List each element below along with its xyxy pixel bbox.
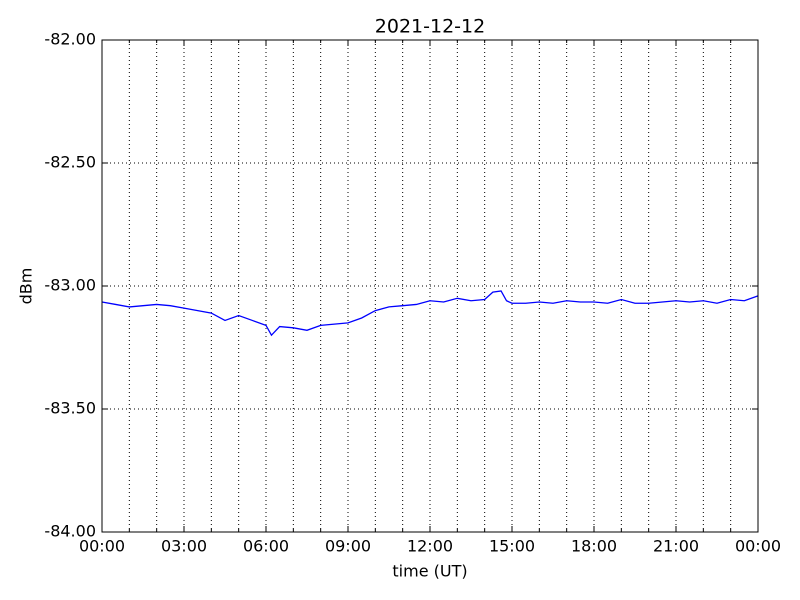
x-tick-label: 00:00	[735, 537, 781, 556]
x-tick-label: 06:00	[243, 537, 289, 556]
chart-title: 2021-12-12	[375, 16, 485, 38]
y-axis-label: dBm	[17, 268, 36, 305]
x-tick-label: 18:00	[571, 537, 617, 556]
y-tick-label: -83.00	[44, 276, 96, 295]
y-tick-label: -84.00	[44, 522, 96, 541]
x-tick-label: 12:00	[407, 537, 453, 556]
x-tick-label: 00:00	[79, 537, 125, 556]
x-tick-label: 09:00	[325, 537, 371, 556]
plot-frame	[101, 39, 759, 533]
y-tick-label: -83.50	[44, 399, 96, 418]
y-tick-label: -82.00	[44, 30, 96, 49]
x-axis-label: time (UT)	[392, 562, 467, 581]
x-tick-label: 21:00	[653, 537, 699, 556]
y-tick-label: -82.50	[44, 153, 96, 172]
data-line	[101, 290, 759, 337]
x-tick-label: 03:00	[161, 537, 207, 556]
x-tick-label: 15:00	[489, 537, 535, 556]
